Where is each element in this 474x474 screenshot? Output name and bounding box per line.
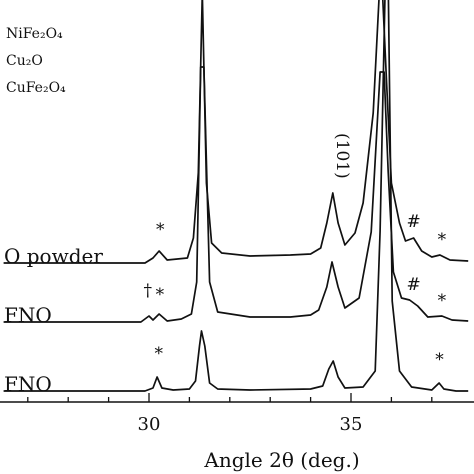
series-layer [3,0,469,392]
peak-marker-2: # [406,212,420,232]
peak-marker-3: * [438,230,447,250]
peak-marker-4: † [144,281,153,301]
peak-marker-9: * [435,350,444,370]
peak-marker-6: # [406,275,420,295]
series-label-1: O powder [4,244,103,268]
peak-marker-8: * [154,344,163,364]
peak-marker-1: * [156,220,165,240]
peak-marker-7: * [438,291,447,311]
series-line-1 [3,0,469,264]
series-label-3: FNO [4,372,52,396]
peak-label-3: (101) [332,133,352,179]
peak-marker-5: * [156,285,165,305]
x-tick-label-2: 35 [340,414,363,435]
x-tick-layer: 30 35 [27,393,433,435]
series-label-2: FNO [4,303,52,327]
x-axis-label: Angle 2θ (deg.) [203,448,359,472]
x-tick-label-1: 30 [138,414,161,435]
legend-entry-1: NiFe₂O₄ [6,26,63,42]
series-line-3 [3,0,469,392]
legend-entry-3: CuFe₂O₄ [6,80,66,96]
series-line-2 [3,66,469,323]
legend-entry-2: Cu₂O [6,53,43,69]
